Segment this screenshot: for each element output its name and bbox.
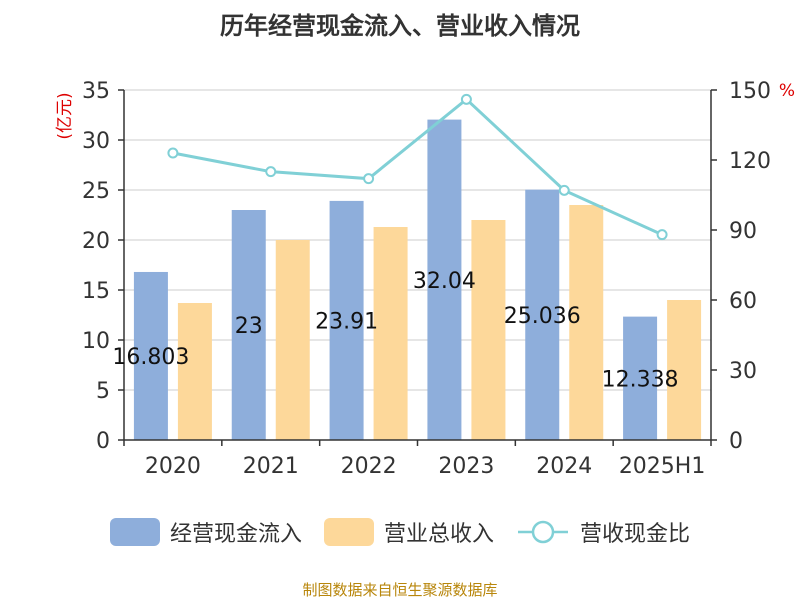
left-tick-label: 30 xyxy=(82,129,110,154)
bar-revenue xyxy=(569,205,604,440)
legend: 经营现金流入 营业总收入 营收现金比 xyxy=(0,516,800,548)
left-tick-label: 0 xyxy=(96,429,110,454)
right-tick-label: 120 xyxy=(729,149,771,174)
right-tick-label: 150 xyxy=(729,79,771,104)
data-labels: 16.803 23 23.91 32.04 25.036 12.338 xyxy=(112,269,678,393)
bar-revenue xyxy=(471,220,506,440)
bar-revenue xyxy=(373,227,408,440)
right-tick-label: 60 xyxy=(729,289,757,314)
legend-item-ratio[interactable]: 营收现金比 xyxy=(516,516,690,548)
right-tick-label: 30 xyxy=(729,359,757,384)
x-tick-label: 2025H1 xyxy=(619,454,706,479)
right-tick-label: 90 xyxy=(729,219,757,244)
bar-data-label: 23 xyxy=(235,314,263,339)
legend-label-cash-inflow: 经营现金流入 xyxy=(169,522,302,547)
legend-swatch-cash-inflow xyxy=(109,518,160,546)
legend-label-revenue: 营业总收入 xyxy=(383,522,494,547)
right-axis-unit: % xyxy=(779,81,795,101)
bar-data-label: 12.338 xyxy=(602,367,679,392)
x-tick-label: 2023 xyxy=(438,454,494,479)
axes: 0 5 10 15 20 25 30 35 0 30 60 90 120 150 2020 2021 2022 2… xyxy=(55,79,795,479)
left-tick-label: 15 xyxy=(82,279,110,304)
x-tick-label: 2020 xyxy=(145,454,201,479)
x-tick-label: 2022 xyxy=(341,454,397,479)
bar-data-label: 32.04 xyxy=(413,269,476,294)
ratio-line xyxy=(167,93,668,241)
left-tick-label: 10 xyxy=(82,329,110,354)
legend-swatch-revenue xyxy=(323,518,374,546)
legend-item-revenue[interactable]: 营业总收入 xyxy=(323,516,494,548)
bar-cash-inflow xyxy=(525,189,560,440)
bar-data-label: 23.91 xyxy=(315,309,378,334)
bar-revenue xyxy=(177,303,212,440)
ratio-point xyxy=(558,184,570,196)
bar-data-label: 16.803 xyxy=(112,345,189,370)
left-axis-unit: (亿元) xyxy=(55,92,75,139)
right-tick-label: 0 xyxy=(729,429,743,454)
bar-data-label: 25.036 xyxy=(504,304,581,329)
bar-revenue xyxy=(275,240,310,440)
left-tick-label: 35 xyxy=(82,79,110,104)
grid-lines xyxy=(124,89,711,391)
legend-item-cash-inflow[interactable]: 经营现金流入 xyxy=(109,516,302,548)
ratio-point xyxy=(167,147,179,159)
legend-swatch-ratio xyxy=(518,520,568,544)
bars xyxy=(133,119,702,440)
source-note: 制图数据来自恒生聚源数据库 xyxy=(302,581,498,599)
left-tick-label: 5 xyxy=(96,379,110,404)
bar-cash-inflow xyxy=(231,210,266,440)
left-tick-label: 20 xyxy=(82,229,110,254)
x-tick-label: 2021 xyxy=(243,454,299,479)
x-tick-label: 2024 xyxy=(536,454,592,479)
bar-cash-inflow xyxy=(623,316,658,440)
bar-revenue xyxy=(667,300,702,440)
bar-cash-inflow xyxy=(329,200,364,440)
ratio-point xyxy=(363,173,375,185)
bar-cash-inflow xyxy=(427,119,462,440)
ratio-point xyxy=(265,166,277,178)
ratio-line-path xyxy=(172,97,663,237)
chart-title: 历年经营现金流入、营业收入情况 xyxy=(220,12,580,40)
left-tick-label: 25 xyxy=(82,179,110,204)
bar-cash-inflow xyxy=(133,271,168,440)
ratio-point xyxy=(656,229,668,241)
legend-label-ratio: 营收现金比 xyxy=(580,522,691,547)
ratio-point xyxy=(460,93,472,105)
